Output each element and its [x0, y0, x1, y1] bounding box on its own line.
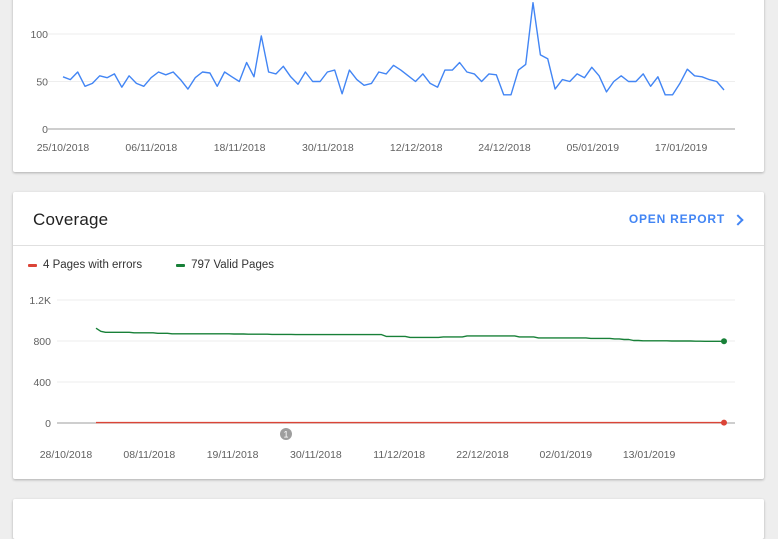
y-tick-label: 100: [30, 29, 48, 41]
x-tick-label: 28/10/2018: [40, 449, 93, 461]
y-tick-label: 0: [45, 418, 51, 430]
x-tick-label: 22/12/2018: [456, 449, 509, 461]
card-divider: [13, 245, 764, 246]
legend-item-valid[interactable]: 797 Valid Pages: [176, 259, 274, 271]
legend-label-valid: 797 Valid Pages: [191, 259, 274, 271]
open-report-button[interactable]: OPEN REPORT: [628, 212, 744, 226]
series-end-point: [721, 338, 727, 345]
x-tick-label: 02/01/2019: [540, 449, 593, 461]
x-tick-label: 08/11/2018: [123, 449, 175, 461]
series-end-point: [721, 419, 727, 426]
x-tick-label: 30/11/2018: [302, 142, 354, 154]
coverage-title: Coverage: [33, 210, 109, 229]
y-tick-label: 1.2K: [29, 295, 51, 307]
x-tick-label: 24/12/2018: [478, 142, 531, 154]
series-line: [62, 1, 725, 96]
x-tick-label: 17/01/2019: [655, 142, 708, 154]
x-tick-label: 13/01/2019: [623, 449, 676, 461]
legend-item-errors[interactable]: 4 Pages with errors: [28, 259, 142, 271]
legend-swatch-errors: [28, 263, 37, 267]
annotation-label: 1: [283, 430, 288, 440]
coverage-card: Coverage OPEN REPORT 4 Pages with errors…: [13, 192, 764, 479]
y-tick-label: 50: [36, 77, 48, 89]
performance-card: 0 50 100 25/10/2018 06/11/2018 18/11/2018 30/1…: [13, 0, 764, 172]
x-tick-label: 19/11/2018: [207, 449, 259, 461]
x-tick-label: 30/11/2018: [290, 449, 342, 461]
x-tick-label: 05/01/2019: [567, 142, 620, 154]
y-tick-label: 800: [33, 336, 51, 348]
legend-swatch-valid: [176, 263, 186, 267]
legend-label-errors: 4 Pages with errors: [43, 259, 143, 271]
series-line: [95, 327, 724, 343]
x-tick-label: 12/12/2018: [390, 142, 443, 154]
x-tick-label: 18/11/2018: [214, 142, 266, 154]
annotation-marker: [280, 428, 292, 440]
next-card: [13, 499, 764, 539]
x-tick-label: 11/12/2018: [373, 449, 425, 461]
open-report-label: OPEN REPORT: [628, 212, 725, 226]
y-tick-label: 400: [33, 377, 51, 389]
performance-chart: 0 50 100 25/10/2018 06/11/2018 18/11/2018 30/1…: [30, 1, 735, 154]
y-tick-label: 0: [42, 124, 48, 136]
x-tick-label: 06/11/2018: [125, 142, 177, 154]
coverage-chart: 0 400 800 1.2K 28/10/2018 08/11/2018 19/11/201…: [29, 295, 735, 461]
coverage-legend: 4 Pages with errors 797 Valid Pages: [28, 259, 274, 271]
x-tick-label: 25/10/2018: [37, 142, 90, 154]
